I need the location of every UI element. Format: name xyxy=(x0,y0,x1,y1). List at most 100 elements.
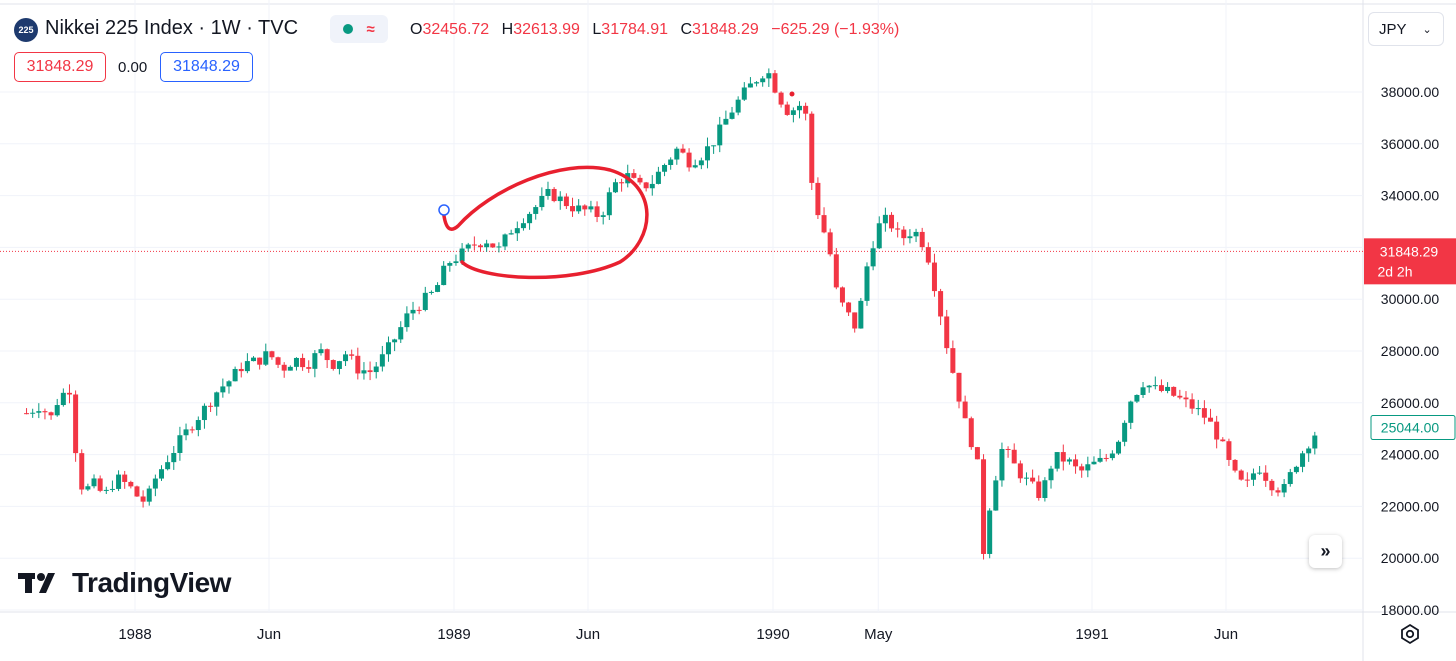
candle-body xyxy=(631,173,637,178)
candle-body xyxy=(987,510,993,554)
candle-body xyxy=(901,229,907,239)
candle-body xyxy=(1023,477,1029,479)
candle-body xyxy=(950,348,956,373)
candle-body xyxy=(1226,441,1232,460)
candle-body xyxy=(570,206,576,212)
candle-body xyxy=(594,206,600,217)
candle-body xyxy=(1250,473,1256,480)
x-tick-label: 1991 xyxy=(1075,626,1108,643)
candle-body xyxy=(1183,397,1189,400)
candle-body xyxy=(502,234,508,247)
ohlc-close-key: C xyxy=(680,21,693,38)
candle-body xyxy=(1011,449,1017,464)
candle-body xyxy=(1005,448,1011,450)
candle-body xyxy=(1300,453,1306,467)
candle-body xyxy=(974,447,980,460)
candle-body xyxy=(42,411,48,413)
currency-dropdown[interactable]: JPY ⌄ xyxy=(1368,12,1444,46)
scroll-to-realtime-button[interactable]: » xyxy=(1309,535,1342,568)
candle-body xyxy=(1036,481,1042,499)
candle-body xyxy=(177,435,183,453)
candle-body xyxy=(214,392,220,407)
candle-body xyxy=(1165,386,1171,391)
ohlc-high-key: H xyxy=(501,21,514,38)
settings-icon[interactable] xyxy=(1398,622,1422,646)
tradingview-logo-icon xyxy=(18,573,55,593)
candle-body xyxy=(889,214,895,229)
symbol-badge[interactable]: 225 xyxy=(14,18,38,42)
y-tick-label: 26000.00 xyxy=(1381,395,1440,411)
candle-body xyxy=(968,418,974,448)
candle-body xyxy=(1263,472,1269,481)
x-tick-label: 1990 xyxy=(756,626,789,643)
candle-body xyxy=(373,366,379,373)
sell-price-box[interactable]: 31848.29 xyxy=(14,52,106,82)
tradingview-logo[interactable]: TradingView xyxy=(18,567,231,599)
candle-body xyxy=(508,233,514,235)
candle-body xyxy=(711,145,717,147)
candle-body xyxy=(73,394,79,454)
candle-body xyxy=(619,182,625,184)
candle-body xyxy=(797,105,803,111)
candle-body xyxy=(1146,385,1152,388)
candle-body xyxy=(122,474,128,482)
candle-body xyxy=(944,316,950,349)
candle-body xyxy=(189,429,195,431)
candle-body xyxy=(882,214,888,224)
indicator-pill[interactable]: ≈ xyxy=(330,15,388,43)
y-tick-label: 28000.00 xyxy=(1381,343,1440,359)
y-tick-label: 18000.00 xyxy=(1381,602,1440,618)
ohlc-high-value: 32613.99 xyxy=(513,21,580,38)
candle-body xyxy=(821,215,827,233)
double-chevron-right-icon: » xyxy=(1320,541,1331,561)
candle-body xyxy=(269,351,275,358)
y-tick-label: 30000.00 xyxy=(1381,291,1440,307)
candle-body xyxy=(815,182,821,216)
annotation-dot xyxy=(789,91,795,97)
candle-body xyxy=(827,232,833,255)
buy-price-box[interactable]: 31848.29 xyxy=(160,52,253,82)
candle-body xyxy=(24,413,30,415)
candle-body xyxy=(146,488,152,502)
candle-body xyxy=(846,302,852,313)
symbol-title[interactable]: Nikkei 225 Index · 1W · TVC xyxy=(45,17,299,39)
candle-body xyxy=(208,405,214,407)
candle-body xyxy=(747,83,753,88)
candle-body xyxy=(925,247,931,263)
ohlc-open-value: 32456.72 xyxy=(422,21,490,38)
candle-body xyxy=(1060,452,1066,462)
candle-body xyxy=(723,118,729,125)
candle-body xyxy=(993,480,999,511)
candle-body xyxy=(1103,457,1109,459)
candle-body xyxy=(1275,490,1281,493)
x-tick-label: Jun xyxy=(1214,626,1238,643)
candle-body xyxy=(999,448,1005,481)
candle-body xyxy=(606,192,612,216)
candle-body xyxy=(1085,464,1091,471)
candle-body xyxy=(336,361,342,369)
candle-body xyxy=(919,231,925,248)
x-tick-label: Jun xyxy=(257,626,281,643)
candle-body xyxy=(171,452,177,463)
candle-body xyxy=(367,370,373,373)
candle-body xyxy=(91,478,97,487)
green-dot-icon xyxy=(343,24,354,34)
candle-body xyxy=(662,165,668,172)
y-tick-label: 34000.00 xyxy=(1381,188,1440,204)
candle-body xyxy=(1030,477,1036,482)
candle-body xyxy=(293,357,299,367)
price-tag-value: 31848.29 xyxy=(1380,243,1439,259)
candle-body xyxy=(876,223,882,249)
candle-body xyxy=(1091,461,1097,465)
candle-body xyxy=(416,309,422,311)
candle-body xyxy=(140,496,146,502)
candle-body xyxy=(201,405,207,421)
candle-body xyxy=(324,349,330,361)
annotation-start-handle[interactable] xyxy=(438,204,450,216)
candle-body xyxy=(1238,470,1244,480)
candle-body xyxy=(692,165,698,168)
candle-body xyxy=(152,478,158,489)
candle-body xyxy=(128,481,134,487)
